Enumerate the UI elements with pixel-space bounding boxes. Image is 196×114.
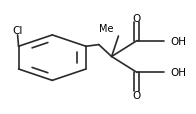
Text: O: O <box>133 14 141 24</box>
Text: OH: OH <box>170 36 186 46</box>
Text: O: O <box>133 90 141 100</box>
Text: Cl: Cl <box>12 26 23 36</box>
Text: Me: Me <box>99 24 113 34</box>
Text: OH: OH <box>170 68 186 78</box>
